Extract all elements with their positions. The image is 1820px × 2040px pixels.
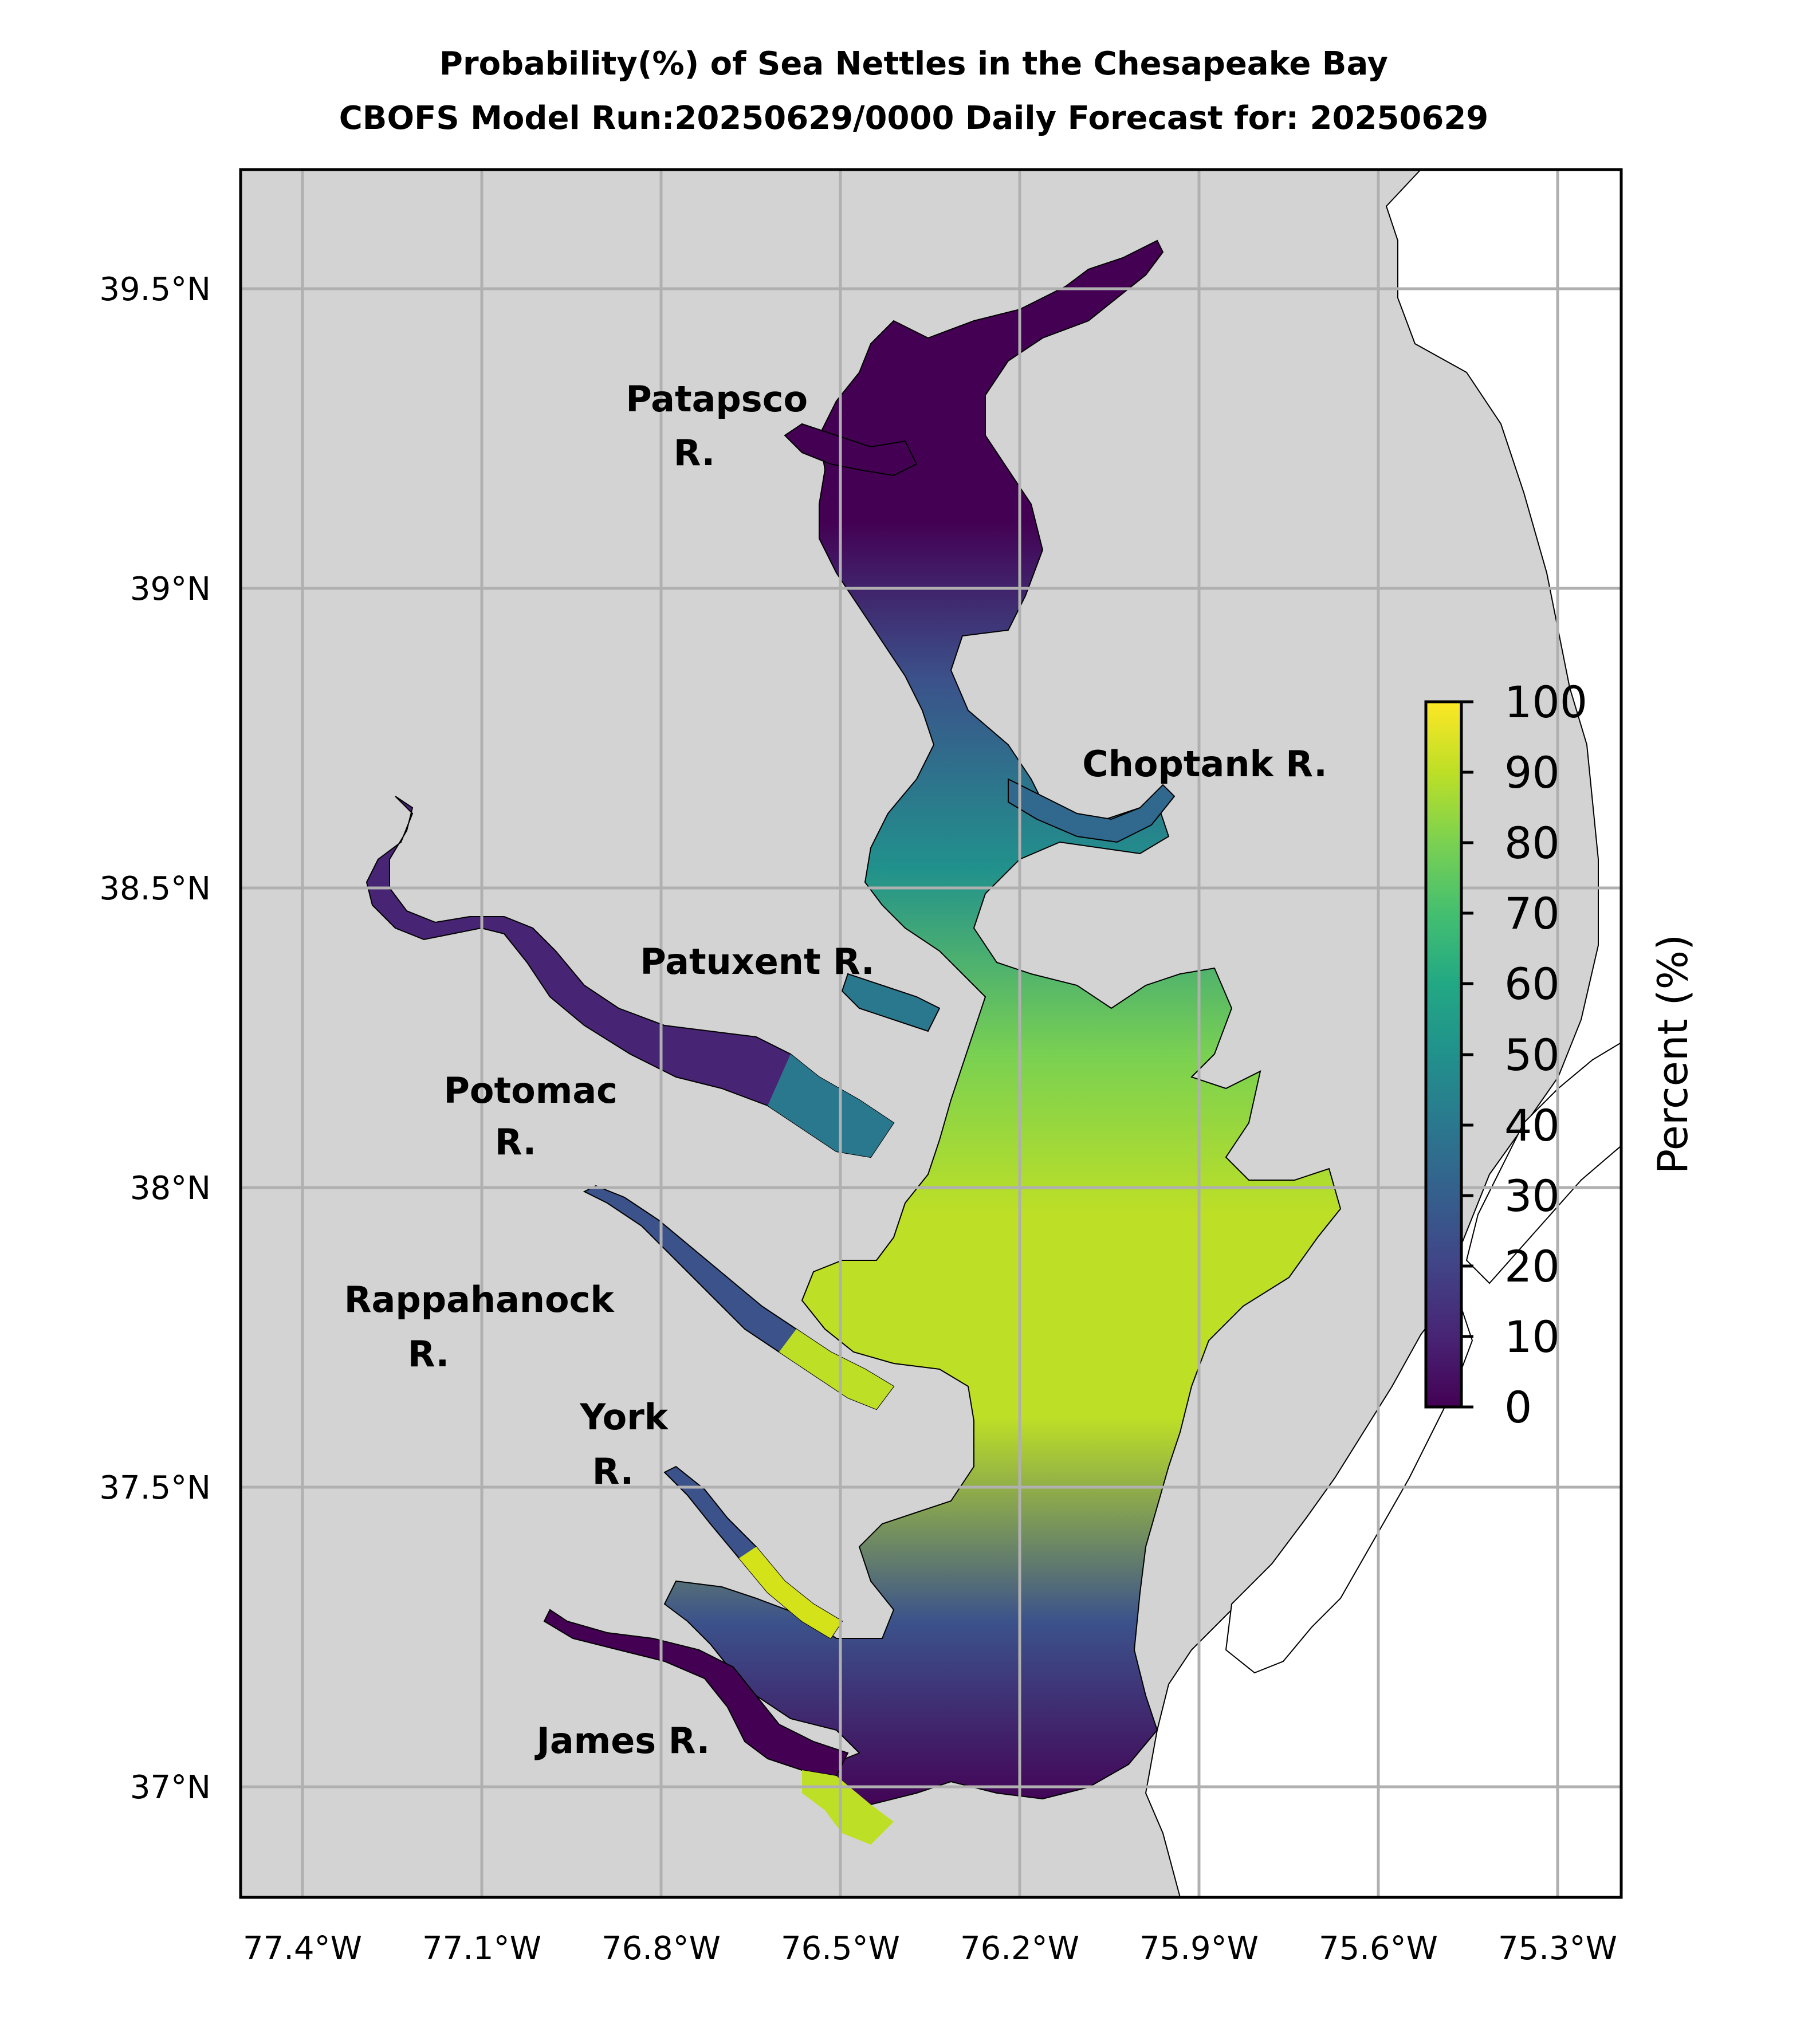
colorbar-tick-label: 10 (1504, 1311, 1560, 1362)
colorbar-tick-label: 80 (1504, 817, 1560, 868)
james-river (543, 1609, 849, 1777)
y-tick-label: 38.5°N (99, 870, 211, 907)
colorbar-tick-label: 90 (1504, 747, 1560, 798)
colorbar-tick-label: 70 (1504, 888, 1560, 939)
patuxent-river (841, 973, 941, 1032)
plot-area (241, 170, 1621, 1897)
y-tick-label: 37.5°N (99, 1469, 211, 1507)
gridlines (241, 170, 1621, 1897)
rappahannock-lower (779, 1329, 894, 1409)
title-line-2: CBOFS Model Run:20250629/0000 Daily Fore… (339, 100, 1489, 137)
river-labels: Patapsco R. Choptank R. Patuxent R. Poto… (344, 378, 1327, 1762)
y-tick-labels: 39.5°N 39°N 38.5°N 38°N 37.5°N 37°N (99, 271, 211, 1806)
river-label-james: James R. (534, 1720, 710, 1762)
colorbar-tick-label: 40 (1504, 1100, 1560, 1151)
colorbar-tick-labels: 0 10 20 30 40 50 60 70 80 90 100 (1504, 677, 1587, 1433)
river-label-york: York R. (579, 1396, 680, 1492)
river-label-choptank: Choptank R. (1082, 743, 1327, 785)
colorbar-tick-label: 50 (1504, 1029, 1560, 1080)
x-tick-label: 76.5°W (781, 1930, 900, 1967)
delaware-bay (1465, 1041, 1621, 1284)
x-tick-label: 77.1°W (422, 1930, 541, 1967)
atlantic-ocean (1145, 170, 1621, 1897)
colorbar-label: Percent (%) (1649, 934, 1697, 1174)
y-tick-label: 39°N (130, 571, 211, 608)
choptank-river (1008, 778, 1176, 843)
x-tick-label: 75.6°W (1319, 1930, 1438, 1967)
title-line-1: Probability(%) of Sea Nettles in the Che… (439, 45, 1388, 82)
york-lower (739, 1547, 842, 1638)
colorbar-gradient (1424, 700, 1463, 1409)
x-tick-label: 76.2°W (960, 1930, 1079, 1967)
coastal-marsh (1225, 1287, 1473, 1674)
x-tick-label: 76.8°W (602, 1930, 721, 1967)
plot-frame (239, 168, 1623, 1899)
colorbar: 0 10 20 30 40 50 60 70 80 90 100 Percent… (1424, 677, 1697, 1433)
y-tick-label: 38°N (130, 1170, 211, 1207)
colorbar-tick-label: 100 (1504, 677, 1587, 728)
colorbar-tick-label: 60 (1504, 958, 1560, 1009)
river-label-patuxent: Patuxent R. (640, 941, 874, 982)
colorbar-ticks (1461, 700, 1473, 1409)
potomac-lower (768, 1054, 894, 1157)
james-lower (802, 1770, 894, 1845)
x-tick-label: 75.9°W (1139, 1930, 1259, 1967)
river-label-potomac: Potomac R. (443, 1070, 630, 1163)
colorbar-tick-label: 0 (1504, 1382, 1532, 1433)
x-tick-labels: 77.4°W 77.1°W 76.8°W 76.5°W 76.2°W 75.9°… (243, 1930, 1617, 1967)
colorbar-tick-label: 30 (1504, 1170, 1560, 1221)
x-tick-label: 75.3°W (1498, 1930, 1617, 1967)
patapsco-river (784, 423, 918, 477)
y-tick-label: 39.5°N (99, 271, 211, 308)
x-tick-label: 77.4°W (243, 1930, 362, 1967)
y-tick-label: 37°N (130, 1769, 211, 1806)
river-label-patapsco: Patapsco R. (626, 378, 820, 474)
river-label-rappahanock: Rappahanock R. (344, 1279, 626, 1375)
colorbar-tick-label: 20 (1504, 1241, 1560, 1292)
